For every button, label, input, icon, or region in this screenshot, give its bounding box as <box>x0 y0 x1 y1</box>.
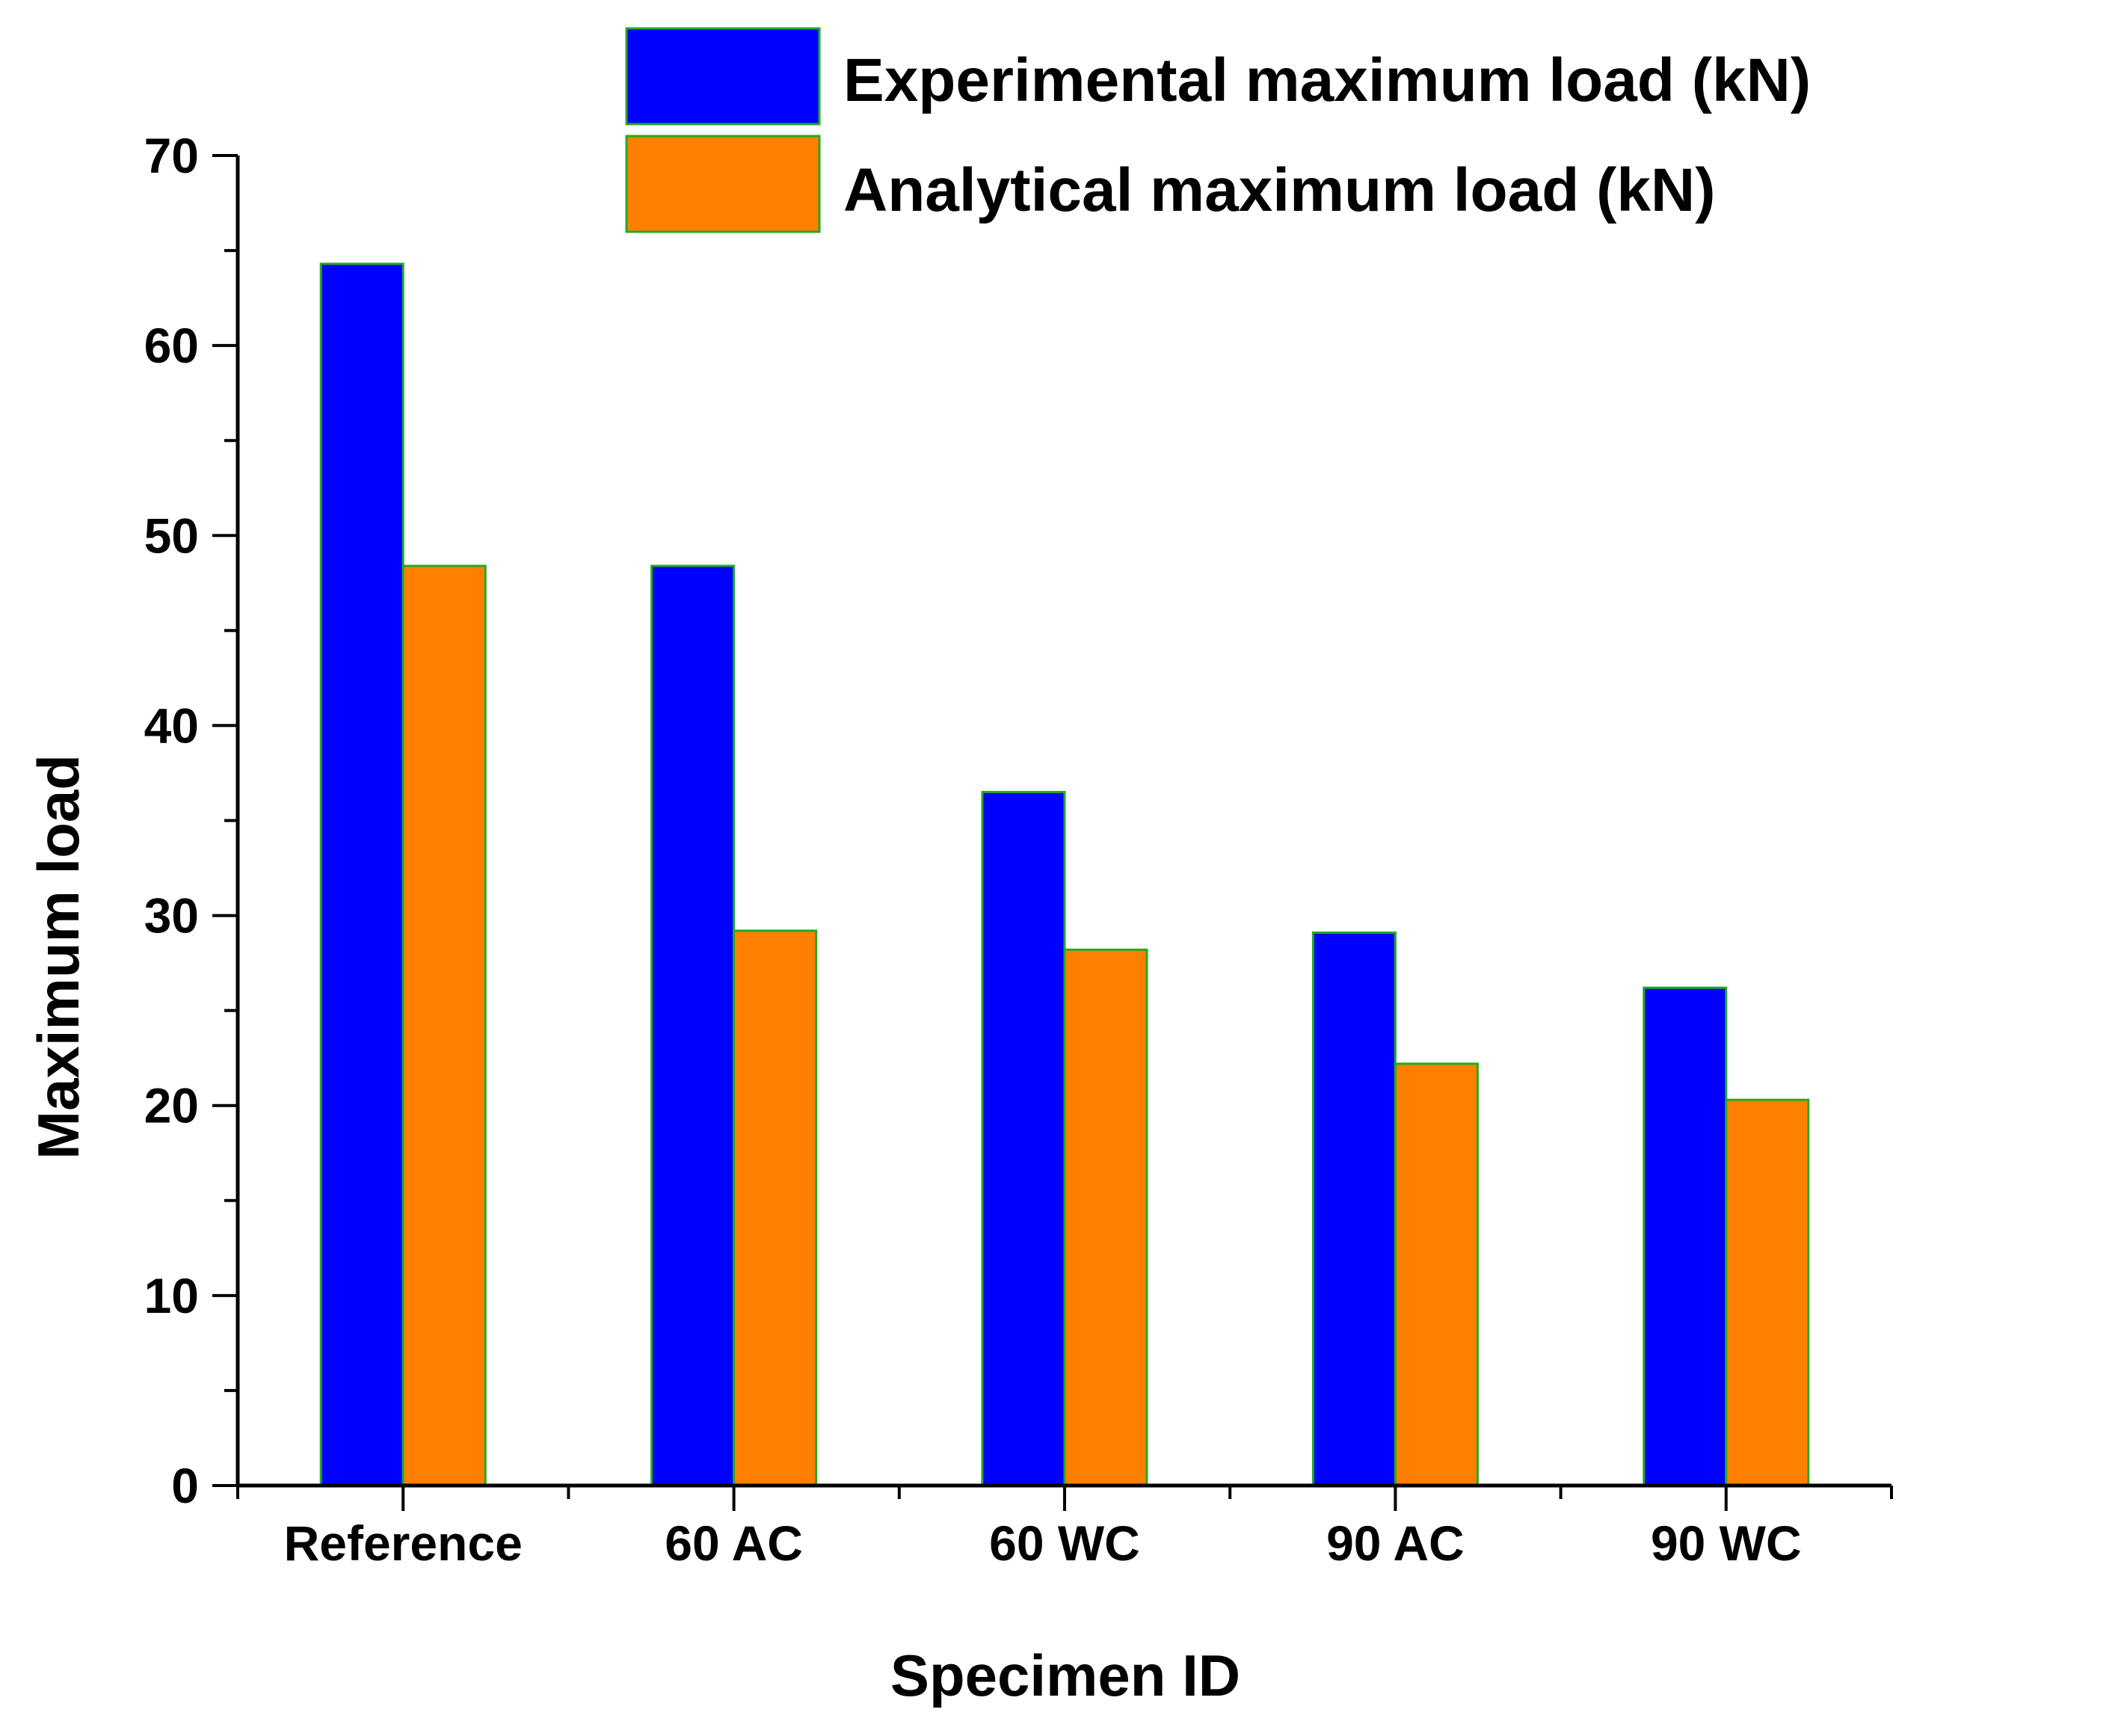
bar-analytical-90-wc <box>1725 1098 1810 1487</box>
legend-swatch-experimental <box>625 27 821 126</box>
bars-group <box>319 262 1810 1487</box>
y-tick-label: 60 <box>144 318 199 373</box>
bar-experimental-90-ac <box>1311 931 1397 1487</box>
legend: Experimental maximum load (kN) Analytica… <box>625 27 1811 233</box>
bar-experimental-reference <box>319 262 404 1487</box>
axes-group: 0 10 20 30 40 50 60 70 Reference 60 AC 60 WC 90 AC 9… <box>144 128 1893 1571</box>
legend-label-analytical: Analytical maximum load (kN) <box>843 156 1716 224</box>
bar-analytical-60-wc <box>1063 948 1148 1487</box>
labels-group: Maximum load Specimen ID <box>25 754 1240 1708</box>
x-tick-label: 60 WC <box>989 1515 1140 1571</box>
x-tick-label: 90 AC <box>1326 1515 1465 1571</box>
y-tick-label: 20 <box>144 1078 199 1133</box>
bar-experimental-90-wc <box>1643 986 1728 1487</box>
bar-experimental-60-wc <box>981 790 1066 1487</box>
bar-experimental-60-ac <box>650 564 736 1487</box>
x-axis-title: Specimen ID <box>890 1643 1240 1708</box>
y-tick-label: 40 <box>144 698 199 753</box>
x-tick-label: 60 AC <box>665 1515 803 1571</box>
bar-analytical-90-ac <box>1394 1062 1479 1487</box>
x-tick-label: Reference <box>284 1515 523 1571</box>
bar-analytical-reference <box>401 564 487 1487</box>
bar-analytical-60-ac <box>733 929 818 1487</box>
legend-label-experimental: Experimental maximum load (kN) <box>843 46 1811 114</box>
y-tick-label: 50 <box>144 508 199 563</box>
x-tick-label: 90 WC <box>1651 1515 1802 1571</box>
y-tick-label: 70 <box>144 128 199 183</box>
y-tick-label: 10 <box>144 1268 199 1323</box>
y-tick-label: 30 <box>144 888 199 944</box>
y-tick-label: 0 <box>171 1458 199 1513</box>
y-axis-title: Maximum load <box>25 754 91 1160</box>
legend-swatch-analytical <box>625 135 821 233</box>
